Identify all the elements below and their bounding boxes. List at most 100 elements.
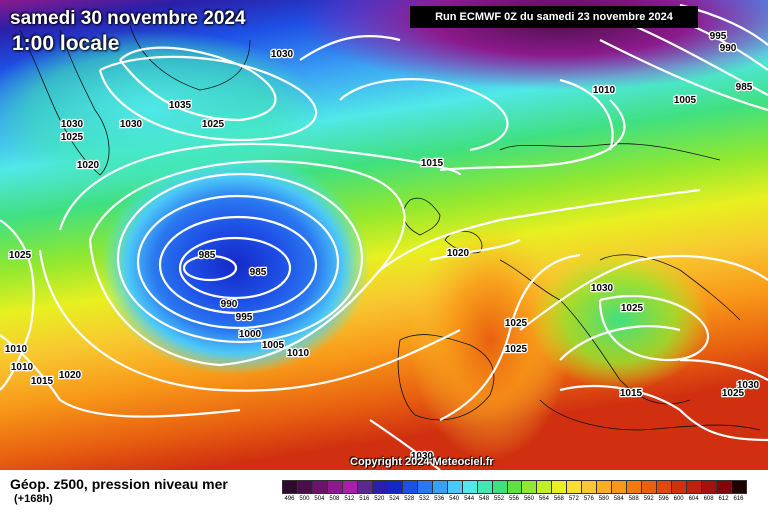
isobar-label: 1010 xyxy=(5,344,28,355)
isobar-label: 995 xyxy=(710,31,727,42)
scale-label: 604 xyxy=(688,496,699,502)
scale-swatch xyxy=(431,480,448,494)
scale-swatch xyxy=(671,480,688,494)
scale-label: 508 xyxy=(329,496,340,502)
isobar-label: 985 xyxy=(736,82,753,93)
scale-swatch xyxy=(491,480,508,494)
isobar-label: 1015 xyxy=(421,158,444,169)
run-banner: Run ECMWF 0Z du samedi 23 novembre 2024 xyxy=(410,6,698,28)
legend-subtitle: (+168h) xyxy=(14,493,53,505)
scale-label: 544 xyxy=(464,496,475,502)
scale-swatch xyxy=(686,480,703,494)
scale-label: 532 xyxy=(419,496,430,502)
scale-label: 556 xyxy=(508,496,519,502)
scale-label: 572 xyxy=(568,496,579,502)
isobar-label: 1025 xyxy=(505,344,528,355)
scale-label: 552 xyxy=(494,496,505,502)
isobar-label: 1030 xyxy=(411,451,434,462)
scale-label: 536 xyxy=(434,496,445,502)
scale-swatch xyxy=(371,480,388,494)
scale-label: 516 xyxy=(359,496,370,502)
scale-label: 576 xyxy=(583,496,594,502)
scale-label: 496 xyxy=(284,496,295,502)
scale-label: 500 xyxy=(299,496,310,502)
isobar-label: 1030 xyxy=(120,119,143,130)
scale-swatch xyxy=(656,480,673,494)
isobar-label: 1010 xyxy=(287,348,310,359)
scale-swatch xyxy=(731,480,747,494)
copyright-text: Copyright 2024 Meteociel.fr xyxy=(350,456,494,468)
scale-swatch xyxy=(341,480,358,494)
scale-swatch xyxy=(566,480,583,494)
scale-swatch xyxy=(282,480,298,494)
scale-swatch xyxy=(416,480,433,494)
scale-label: 540 xyxy=(449,496,460,502)
isobar-label: 1025 xyxy=(722,388,745,399)
scale-swatch xyxy=(461,480,478,494)
isobar-label: 1020 xyxy=(59,370,82,381)
scale-swatch xyxy=(311,480,328,494)
scale-label: 524 xyxy=(389,496,400,502)
scale-swatch xyxy=(476,480,493,494)
isobar-label: 1025 xyxy=(61,132,84,143)
scale-swatch xyxy=(521,480,538,494)
color-scale: 496 500 504 508 512 516 520 524 528 532 536 540 544 5… xyxy=(282,480,747,506)
isobar-label: 990 xyxy=(720,43,737,54)
balkan-trough-shading xyxy=(530,250,710,390)
scale-swatch xyxy=(446,480,463,494)
isobar-label: 1025 xyxy=(9,250,32,261)
isobar-label: 1010 xyxy=(11,362,34,373)
scale-swatch xyxy=(401,480,418,494)
scale-label: 596 xyxy=(658,496,669,502)
scale-swatch xyxy=(701,480,718,494)
scale-label: 600 xyxy=(673,496,684,502)
scale-swatch xyxy=(641,480,658,494)
legend-bar: Géop. z500, pression niveau mer (+168h) … xyxy=(0,470,768,512)
scale-label: 592 xyxy=(643,496,654,502)
scale-swatch xyxy=(326,480,343,494)
isobar-label: 1025 xyxy=(621,303,644,314)
isobar-label: 1030 xyxy=(271,49,294,60)
scale-label: 588 xyxy=(628,496,639,502)
isobar-label: 1005 xyxy=(262,340,285,351)
isobar-label: 1030 xyxy=(591,283,614,294)
scale-swatch xyxy=(536,480,553,494)
scale-swatch xyxy=(296,480,313,494)
isobar-label: 1025 xyxy=(505,318,528,329)
isobar-label: 1030 xyxy=(737,380,760,391)
forecast-time: 1:00 locale xyxy=(12,32,120,55)
isobar-label: 1015 xyxy=(31,376,54,387)
isobar-label: 1010 xyxy=(593,85,616,96)
scale-label: 528 xyxy=(404,496,415,502)
scale-label: 584 xyxy=(613,496,624,502)
legend-title: Géop. z500, pression niveau mer xyxy=(10,476,228,492)
scale-swatch xyxy=(356,480,373,494)
isobar-label: 985 xyxy=(199,250,216,261)
scale-label: 564 xyxy=(538,496,549,502)
scale-label: 512 xyxy=(344,496,355,502)
isobar-label: 990 xyxy=(221,299,238,310)
isobar-label: 1005 xyxy=(674,95,697,106)
isobar-label: 1030 xyxy=(61,119,84,130)
scale-label: 560 xyxy=(523,496,534,502)
isobar-label: 1015 xyxy=(620,388,643,399)
isobar-label: 1020 xyxy=(77,160,100,171)
isobar-label: 1025 xyxy=(202,119,225,130)
scale-swatch xyxy=(581,480,598,494)
scale-label: 548 xyxy=(479,496,490,502)
scale-label: 616 xyxy=(733,496,744,502)
scale-label: 612 xyxy=(718,496,729,502)
scale-swatch xyxy=(611,480,628,494)
scale-label: 580 xyxy=(598,496,609,502)
scale-swatch xyxy=(626,480,643,494)
isobar-label: 1000 xyxy=(239,329,262,340)
scale-swatch xyxy=(716,480,733,494)
scale-swatch xyxy=(551,480,568,494)
scale-label: 608 xyxy=(703,496,714,502)
isobar-label: 1020 xyxy=(447,248,470,259)
isobar-label: 985 xyxy=(250,267,267,278)
scale-label: 504 xyxy=(314,496,325,502)
